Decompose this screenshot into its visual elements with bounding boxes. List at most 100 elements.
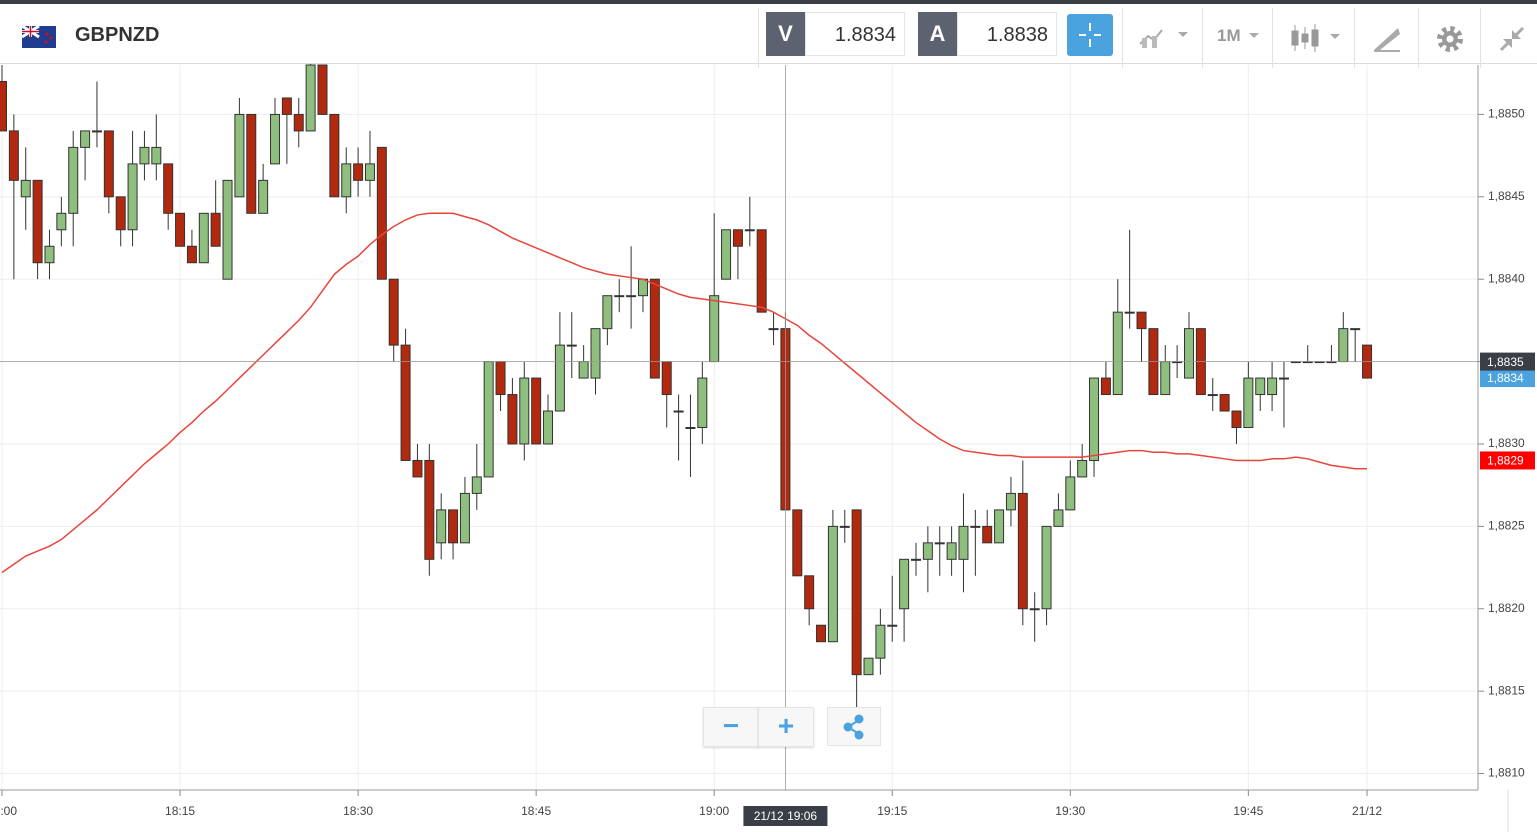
candle-body bbox=[934, 542, 945, 545]
y-tick-label: 1,8820 bbox=[1488, 601, 1525, 615]
candle-body bbox=[424, 459, 435, 560]
candle-body bbox=[649, 278, 660, 379]
share-button[interactable] bbox=[827, 707, 881, 747]
separator bbox=[1122, 8, 1123, 68]
price-label: 1,8834 bbox=[1487, 371, 1524, 385]
x-tick-label: 19:45 bbox=[1233, 804, 1263, 818]
candle-body bbox=[376, 146, 387, 280]
candle-body bbox=[329, 113, 340, 198]
candle-body bbox=[1005, 492, 1016, 511]
candle-body bbox=[1160, 361, 1171, 396]
candle-body bbox=[270, 113, 281, 165]
candle-body bbox=[163, 163, 174, 214]
x-tick-label: 18:30 bbox=[343, 804, 373, 818]
candle-body bbox=[531, 377, 542, 445]
y-tick-label: 1,8825 bbox=[1488, 519, 1525, 533]
crosshair-x-label: 21/12 19:06 bbox=[754, 809, 818, 823]
zoom-out-button[interactable]: − bbox=[703, 707, 759, 747]
candle-body bbox=[1089, 377, 1100, 461]
candle-body bbox=[459, 492, 470, 544]
candle-body bbox=[1017, 492, 1028, 610]
candle-body bbox=[388, 278, 399, 346]
candle-body bbox=[661, 361, 672, 396]
candle-body bbox=[827, 525, 838, 643]
candle-body bbox=[673, 410, 684, 413]
candle-body bbox=[1255, 377, 1266, 396]
candle-body bbox=[863, 657, 874, 676]
x-tick-label: 19:15 bbox=[877, 804, 907, 818]
price-label-box bbox=[1480, 451, 1535, 470]
candle-body bbox=[436, 509, 447, 544]
crosshair-x-box bbox=[743, 806, 828, 826]
x-tick-label: 19:00 bbox=[699, 804, 729, 818]
candle-body bbox=[293, 113, 304, 132]
separator bbox=[1272, 8, 1273, 68]
chart-type-button[interactable] bbox=[1138, 24, 1194, 50]
candle-body bbox=[1350, 328, 1361, 331]
candle-body bbox=[1029, 608, 1040, 611]
candle-body bbox=[816, 624, 827, 643]
candle-body bbox=[507, 394, 518, 445]
y-tick-label: 1,8815 bbox=[1488, 683, 1525, 697]
candle-body bbox=[1100, 377, 1111, 396]
candle-body bbox=[1243, 377, 1254, 428]
candle-body bbox=[970, 525, 981, 528]
candle-body bbox=[364, 163, 375, 181]
candle-body bbox=[210, 212, 221, 247]
candle-body bbox=[1053, 509, 1064, 527]
sell-price[interactable]: 1.8834 bbox=[805, 12, 905, 56]
candle-body bbox=[103, 130, 114, 198]
candle-body bbox=[44, 245, 55, 264]
candle-body bbox=[626, 295, 637, 298]
timeframe[interactable]: 1M bbox=[1217, 26, 1241, 45]
candle-body bbox=[115, 196, 126, 231]
candle-body bbox=[768, 328, 779, 331]
candle-body bbox=[637, 278, 648, 297]
candle-body bbox=[756, 229, 767, 313]
candle-body bbox=[922, 542, 933, 560]
candle-body bbox=[804, 575, 815, 610]
candle-body bbox=[483, 361, 494, 478]
flag-icon bbox=[22, 26, 56, 48]
zoom-in-button[interactable]: + bbox=[758, 707, 814, 747]
candle-body bbox=[590, 328, 601, 379]
separator bbox=[758, 8, 759, 68]
collapse-button[interactable] bbox=[1497, 24, 1527, 54]
candle-body bbox=[32, 179, 43, 264]
candle-body bbox=[1219, 394, 1230, 412]
buy-price[interactable]: 1.8838 bbox=[957, 12, 1057, 56]
x-tick-label: 18:45 bbox=[521, 804, 551, 818]
candle-body bbox=[602, 295, 613, 330]
y-tick-label: 1,8810 bbox=[1488, 766, 1525, 780]
price-label: 1,8829 bbox=[1487, 454, 1524, 468]
candle-body bbox=[80, 130, 91, 148]
buy-label[interactable]: A bbox=[918, 12, 957, 56]
dropdown-arrow[interactable] bbox=[1248, 32, 1262, 42]
draw-tool-button[interactable] bbox=[1372, 24, 1402, 52]
settings-button[interactable] bbox=[1435, 24, 1465, 54]
candle-body bbox=[732, 229, 743, 247]
candle-body bbox=[8, 130, 19, 181]
candle-body bbox=[1267, 377, 1278, 396]
candle-body bbox=[792, 509, 803, 577]
candle-body bbox=[281, 97, 292, 115]
candle-body bbox=[910, 558, 921, 561]
y-tick-label: 1,8830 bbox=[1488, 436, 1525, 450]
candle-body bbox=[0, 80, 7, 132]
candle-body bbox=[246, 113, 257, 214]
x-tick-label: 19:30 bbox=[1055, 804, 1085, 818]
candle-body bbox=[685, 427, 696, 429]
y-tick-label: 1,8845 bbox=[1488, 189, 1525, 203]
candle-body bbox=[1112, 311, 1123, 396]
y-tick-label: 1,8850 bbox=[1488, 107, 1525, 121]
candle-body bbox=[1231, 410, 1242, 429]
candle-type-button[interactable] bbox=[1290, 22, 1346, 54]
toolbar: GBPNZD V 1.8834 A 1.8838 1M bbox=[0, 0, 1537, 68]
candle-body bbox=[222, 179, 233, 280]
sell-label[interactable]: V bbox=[766, 12, 805, 56]
crosshair-button[interactable] bbox=[1067, 14, 1113, 56]
y-tick-label: 1,8840 bbox=[1488, 271, 1525, 285]
candle-body bbox=[1041, 525, 1052, 610]
